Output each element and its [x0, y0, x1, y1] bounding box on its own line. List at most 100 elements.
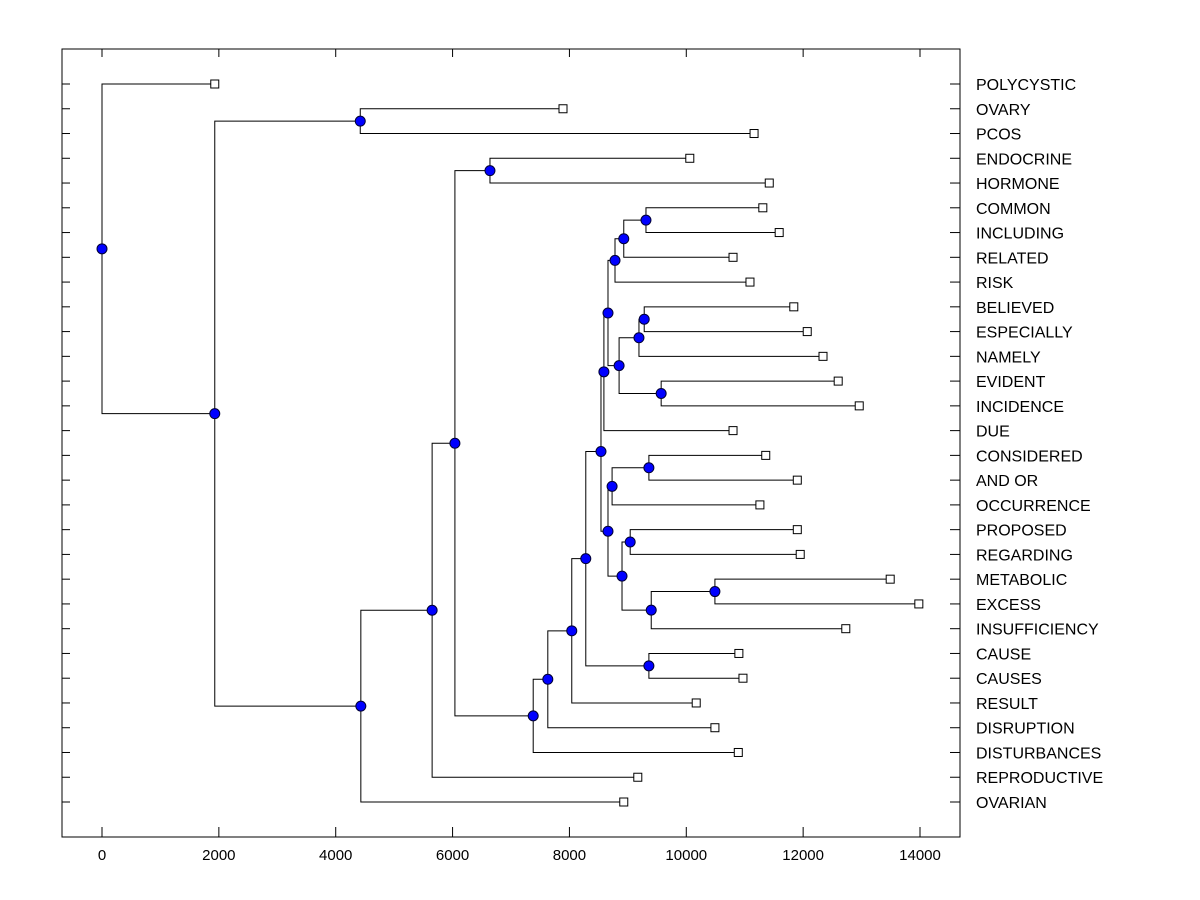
dendrogram-branch [547, 630, 572, 680]
merge-node [638, 313, 650, 325]
merge-node [616, 570, 628, 582]
dendrogram-branch [214, 413, 361, 707]
dendrogram-branch [214, 120, 361, 414]
leaf-label-metabolic: METABOLIC [976, 572, 1067, 589]
dendrogram-branch [101, 83, 215, 249]
x-tick-label: 2000 [202, 847, 235, 864]
merge-node [645, 604, 657, 616]
leaf-marker-cause [734, 648, 744, 658]
dendrogram-branch [454, 170, 490, 444]
leaf-label-ovary: OVARY [976, 102, 1031, 119]
leaf-label-result: RESULT [976, 696, 1038, 713]
x-tick-label: 0 [98, 847, 106, 864]
leaf-label-excess: EXCESS [976, 597, 1041, 614]
leaf-marker-insufficiency [841, 624, 851, 634]
leaf-label-endocrine: ENDOCRINE [976, 151, 1072, 168]
dendrogram-branch [638, 337, 824, 357]
merge-node [640, 214, 652, 226]
dendrogram-branch [547, 679, 715, 729]
leaf-label-related: RELATED [976, 250, 1049, 267]
merge-node [598, 366, 610, 378]
dendrogram-branch [360, 706, 624, 803]
leaf-marker-metabolic [885, 574, 895, 584]
dendrogram-branch [611, 486, 760, 506]
leaf-label-believed: BELIEVED [976, 300, 1054, 317]
dendrogram-branch [454, 443, 534, 717]
merge-node [643, 660, 655, 672]
leaf-label-due: DUE [976, 424, 1010, 441]
merge-node [613, 360, 625, 372]
dendrogram-branch [621, 576, 652, 611]
dendrogram-branch [571, 630, 697, 704]
leaf-label-considered: CONSIDERED [976, 448, 1083, 465]
x-tick-label: 6000 [436, 847, 469, 864]
leaf-marker-considered [761, 450, 771, 460]
x-tick-label: 12000 [782, 847, 824, 864]
leaf-label-reproductive: REPRODUCTIVE [976, 770, 1103, 787]
merge-node [595, 446, 607, 458]
merge-node [602, 307, 614, 319]
leaf-marker-proposed [792, 525, 802, 535]
dendrogram-branch [618, 337, 639, 366]
leaf-marker-common [758, 203, 768, 213]
leaf-marker-and-or [792, 475, 802, 485]
leaf-marker-due [728, 426, 738, 436]
leaf-marker-namely [818, 351, 828, 361]
merge-node [527, 710, 539, 722]
merge-node [96, 243, 108, 255]
merge-node [566, 625, 578, 637]
x-tick-label: 8000 [553, 847, 586, 864]
leaf-label-common: COMMON [976, 201, 1051, 218]
leaf-marker-especially [802, 327, 812, 337]
leaf-label-ovarian: OVARIAN [976, 795, 1047, 812]
leaf-marker-endocrine [685, 153, 695, 163]
leaf-marker-including [774, 228, 784, 238]
merge-node [209, 408, 221, 420]
x-tick-label: 14000 [899, 847, 941, 864]
leaf-marker-ovarian [619, 797, 629, 807]
leaf-labels: POLYCYSTIC OVARY PCOS ENDOCRINE HORMONE COMMO… [976, 77, 1103, 812]
dendrogram-branch [614, 260, 750, 283]
leaf-marker-pcos [749, 129, 759, 139]
leaf-label-proposed: PROPOSED [976, 523, 1067, 540]
leaf-marker-disruption [710, 723, 720, 733]
leaf-marker-hormone [764, 178, 774, 188]
dendrogram-branch [431, 442, 455, 611]
leaf-label-causes: CAUSES [976, 671, 1042, 688]
dendrogram-branch [611, 467, 649, 487]
merge-node [655, 387, 667, 399]
x-axis-tick-labels: 0 2000 4000 6000 8000 10000 12000 14000 [98, 847, 941, 864]
dendrogram-branch [431, 610, 638, 778]
dendrogram-branch [650, 591, 715, 611]
dendrogram-branch [650, 610, 846, 630]
merge-node [709, 586, 721, 598]
dendrogram-branch [101, 248, 215, 415]
dendrogram-branch [360, 609, 433, 707]
leaf-label-risk: RISK [976, 275, 1014, 292]
merge-node [618, 233, 630, 245]
merge-node [602, 525, 614, 537]
merge-node [354, 115, 366, 127]
leaf-label-evident: EVIDENT [976, 374, 1046, 391]
dendrogram-branch [623, 219, 646, 239]
leaf-label-insufficiency: INSUFFICIENCY [976, 622, 1099, 639]
leaf-label-disturbances: DISTURBANCES [976, 745, 1101, 762]
axis-ticks [62, 49, 960, 837]
merge-node [580, 553, 592, 565]
leaf-marker-excess [914, 599, 924, 609]
leaf-label-regarding: REGARDING [976, 547, 1073, 564]
leaf-marker-occurrence [755, 500, 765, 510]
leaf-label-especially: ESPECIALLY [976, 325, 1073, 342]
merge-node [426, 604, 438, 616]
leaf-label-and-or: AND OR [976, 473, 1038, 490]
leaf-label-hormone: HORMONE [976, 176, 1060, 193]
leaf-label-cause: CAUSE [976, 646, 1031, 663]
leaf-marker-causes [738, 673, 748, 683]
leaf-marker-believed [789, 302, 799, 312]
leaf-marker-risk [745, 277, 755, 287]
merge-node [484, 165, 496, 177]
merge-node [643, 462, 655, 474]
leaf-marker-regarding [795, 549, 805, 559]
merge-node [449, 437, 461, 449]
